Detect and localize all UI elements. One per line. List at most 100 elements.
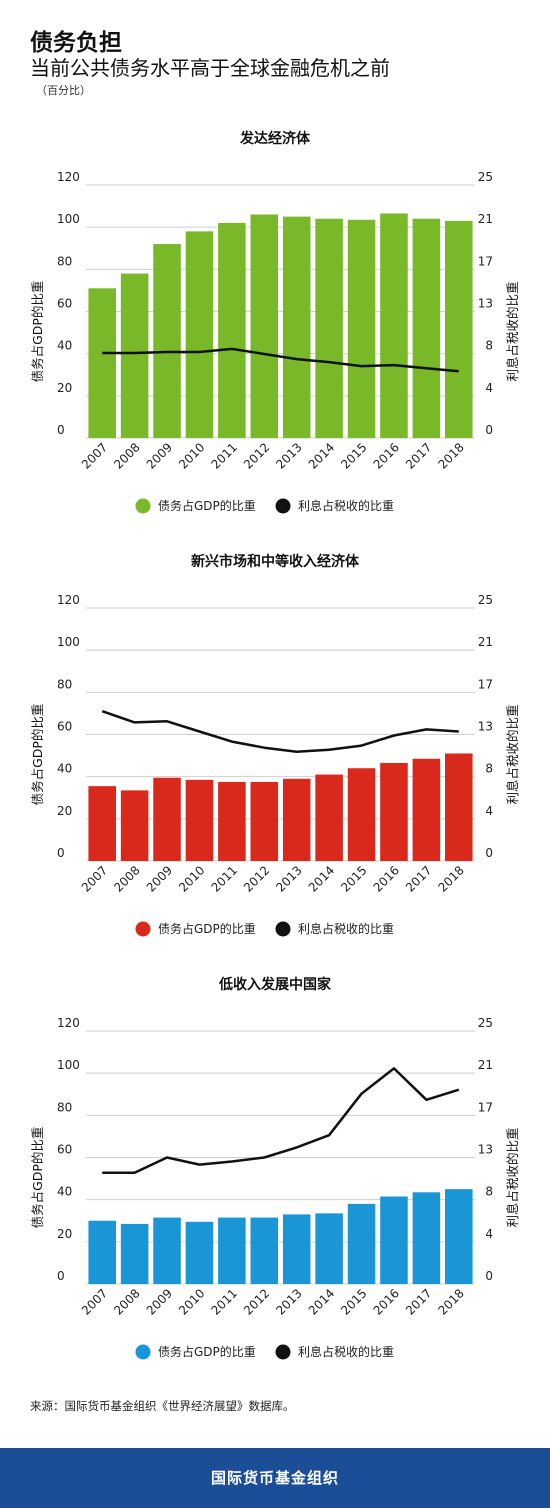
x-tick-label: 2012 <box>241 440 272 471</box>
bar <box>282 1214 311 1284</box>
x-tick-label: 2008 <box>111 863 142 894</box>
bar <box>282 216 311 438</box>
bar <box>88 786 116 861</box>
x-tick-label: 2007 <box>79 440 110 471</box>
y-tick-label-right: 4 <box>485 804 493 818</box>
chart-emerging-market-economies: 新兴市场和中等收入经济体 0 20 40 60 80 100 120 0 4 8 13 17 21 25 债务… <box>30 553 520 937</box>
bar <box>347 219 376 438</box>
y-tick-label-left: 60 <box>57 1143 72 1157</box>
y-tick-label-right: 0 <box>485 846 493 860</box>
bar <box>185 779 214 861</box>
y-tick-label-right: 17 <box>478 1100 493 1114</box>
bar <box>380 762 408 861</box>
legend-label-line: 利息占税收的比重 <box>298 921 394 936</box>
y-tick-label-right: 25 <box>478 170 493 184</box>
legend-swatch-line <box>275 498 291 514</box>
bar <box>218 781 246 861</box>
y-tick-label-right: 25 <box>478 593 493 607</box>
legend-label-line: 利息占税收的比重 <box>298 498 394 513</box>
series-line <box>102 1067 460 1174</box>
x-tick-label: 2014 <box>306 440 337 471</box>
legend-swatch-bar <box>135 921 151 937</box>
y-tick-label-right: 0 <box>485 1269 493 1283</box>
bar <box>347 768 376 861</box>
y-tick-label-left: 120 <box>57 1016 80 1030</box>
x-tick-label: 2016 <box>371 440 402 471</box>
y-tick-label-left: 20 <box>57 381 72 395</box>
legend-swatch-line <box>275 1344 291 1360</box>
y-tick-label-right: 13 <box>478 1143 493 1157</box>
bar <box>282 778 311 861</box>
x-tick-label: 2011 <box>208 440 239 471</box>
bar <box>445 753 473 861</box>
x-tick-label: 2016 <box>371 1286 402 1317</box>
bar <box>315 774 343 861</box>
x-tick-label: 2007 <box>79 1286 110 1317</box>
y-tick-label-right: 17 <box>478 254 493 268</box>
bar <box>120 790 149 861</box>
bar <box>412 218 441 438</box>
page-subtitle: 当前公共债务水平高于全球金融危机之前 <box>30 56 390 80</box>
y-axis-title-right: 利息占税收的比重 <box>505 281 520 381</box>
x-tick-label: 2007 <box>79 863 110 894</box>
bar <box>445 220 473 438</box>
bar <box>250 781 279 861</box>
x-tick-label: 2010 <box>176 1286 207 1317</box>
x-tick-label: 2011 <box>208 1286 239 1317</box>
x-tick-label: 2010 <box>176 863 207 894</box>
bar <box>153 244 181 438</box>
x-tick-label: 2014 <box>306 1286 337 1317</box>
y-tick-label-right: 25 <box>478 1016 493 1030</box>
bar <box>347 1203 376 1284</box>
y-tick-label-right: 21 <box>478 212 493 226</box>
y-tick-label-right: 8 <box>485 1185 493 1199</box>
y-tick-label-right: 13 <box>478 720 493 734</box>
x-tick-label: 2015 <box>338 1286 369 1317</box>
x-tick-label: 2013 <box>273 863 304 894</box>
y-tick-label-right: 13 <box>478 297 493 311</box>
bar <box>315 218 343 438</box>
y-tick-label-right: 0 <box>485 423 493 437</box>
x-tick-label: 2016 <box>371 863 402 894</box>
bar <box>380 213 408 438</box>
bar <box>250 1217 279 1284</box>
y-tick-label-right: 8 <box>485 339 493 353</box>
bar <box>250 214 279 438</box>
y-tick-label-left: 20 <box>57 804 72 818</box>
legend-label-line: 利息占税收的比重 <box>298 1344 394 1359</box>
legend-swatch-bar <box>135 1344 151 1360</box>
y-tick-label-left: 120 <box>57 593 80 607</box>
bar <box>315 1213 343 1284</box>
x-tick-label: 2008 <box>111 1286 142 1317</box>
legend-label-bar: 债务占GDP的比重 <box>158 921 256 936</box>
bar <box>88 288 116 438</box>
bar <box>218 1217 246 1284</box>
x-tick-label: 2012 <box>241 863 272 894</box>
chart-title: 低收入发展中国家 <box>218 976 332 993</box>
x-tick-label: 2009 <box>144 863 175 894</box>
footer-bar: 国际货币基金组织 <box>0 1448 550 1508</box>
y-tick-label-left: 80 <box>57 254 72 268</box>
bar <box>185 1221 214 1284</box>
x-tick-label: 2013 <box>273 1286 304 1317</box>
y-axis-title-left: 债务占GDP的比重 <box>30 1127 45 1229</box>
x-tick-label: 2017 <box>403 1286 434 1317</box>
chart-title: 新兴市场和中等收入经济体 <box>191 553 360 570</box>
y-axis-title-left: 债务占GDP的比重 <box>30 704 45 806</box>
y-tick-label-left: 40 <box>57 339 72 353</box>
y-tick-label-right: 8 <box>485 762 493 776</box>
bar <box>120 273 149 438</box>
x-tick-label: 2008 <box>111 440 142 471</box>
y-tick-label-left: 20 <box>57 1227 72 1241</box>
y-tick-label-left: 40 <box>57 1185 72 1199</box>
bar <box>153 777 181 861</box>
legend-swatch-bar <box>135 498 151 514</box>
y-tick-label-left: 100 <box>57 212 80 226</box>
y-tick-label-right: 4 <box>485 381 493 395</box>
bar <box>412 1192 441 1284</box>
y-tick-label-left: 60 <box>57 720 72 734</box>
bar <box>380 1196 408 1284</box>
legend-swatch-line <box>275 921 291 937</box>
chart-title: 发达经济体 <box>239 130 311 147</box>
y-axis-title-left: 债务占GDP的比重 <box>30 281 45 383</box>
